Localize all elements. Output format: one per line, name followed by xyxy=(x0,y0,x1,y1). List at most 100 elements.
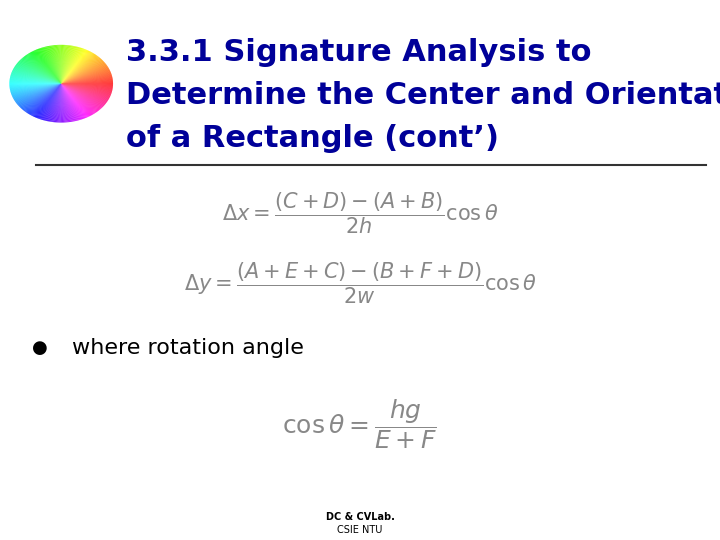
Wedge shape xyxy=(9,84,61,86)
Wedge shape xyxy=(61,78,112,84)
Wedge shape xyxy=(61,45,68,84)
Wedge shape xyxy=(31,84,61,116)
Wedge shape xyxy=(10,84,61,89)
Wedge shape xyxy=(40,84,61,119)
Wedge shape xyxy=(61,84,107,103)
Wedge shape xyxy=(19,84,61,107)
Wedge shape xyxy=(61,84,112,94)
Wedge shape xyxy=(10,84,61,90)
Wedge shape xyxy=(61,45,71,84)
Wedge shape xyxy=(61,48,81,84)
Wedge shape xyxy=(22,58,61,84)
Wedge shape xyxy=(61,48,83,84)
Wedge shape xyxy=(27,84,61,113)
Wedge shape xyxy=(10,76,61,84)
Wedge shape xyxy=(58,84,61,123)
Text: Determine the Center and Orientation: Determine the Center and Orientation xyxy=(126,81,720,110)
Wedge shape xyxy=(61,84,93,115)
Wedge shape xyxy=(12,72,61,84)
Wedge shape xyxy=(61,76,112,84)
Wedge shape xyxy=(55,84,61,123)
Wedge shape xyxy=(53,84,61,122)
Wedge shape xyxy=(14,84,61,99)
Wedge shape xyxy=(61,84,82,119)
Wedge shape xyxy=(55,84,61,123)
Wedge shape xyxy=(58,84,61,123)
Wedge shape xyxy=(25,84,61,112)
Wedge shape xyxy=(61,73,112,84)
Wedge shape xyxy=(61,49,84,84)
Wedge shape xyxy=(61,84,62,123)
Wedge shape xyxy=(9,84,61,89)
Wedge shape xyxy=(11,84,61,93)
Wedge shape xyxy=(11,73,61,84)
Wedge shape xyxy=(35,84,61,118)
Wedge shape xyxy=(61,77,112,84)
Wedge shape xyxy=(61,68,109,84)
Wedge shape xyxy=(61,84,71,122)
Wedge shape xyxy=(46,46,61,84)
Wedge shape xyxy=(31,52,61,84)
Wedge shape xyxy=(61,75,112,84)
Wedge shape xyxy=(61,84,100,110)
Wedge shape xyxy=(61,62,104,84)
Wedge shape xyxy=(61,46,75,84)
Wedge shape xyxy=(10,84,61,91)
Wedge shape xyxy=(61,84,113,86)
Wedge shape xyxy=(61,84,102,108)
Wedge shape xyxy=(14,66,61,84)
Wedge shape xyxy=(37,49,61,84)
Wedge shape xyxy=(61,84,104,106)
Wedge shape xyxy=(61,47,78,84)
Wedge shape xyxy=(61,84,110,97)
Wedge shape xyxy=(61,76,112,84)
Wedge shape xyxy=(30,84,61,115)
Text: where rotation angle: where rotation angle xyxy=(72,338,304,359)
Wedge shape xyxy=(61,50,88,84)
Wedge shape xyxy=(61,84,68,123)
Wedge shape xyxy=(61,84,67,123)
Wedge shape xyxy=(21,59,61,84)
Wedge shape xyxy=(61,59,102,84)
Wedge shape xyxy=(36,49,61,84)
Wedge shape xyxy=(17,84,61,104)
Wedge shape xyxy=(61,82,113,84)
Wedge shape xyxy=(16,64,61,84)
Wedge shape xyxy=(24,56,61,84)
Wedge shape xyxy=(14,84,61,101)
Wedge shape xyxy=(61,50,87,84)
Wedge shape xyxy=(61,46,73,84)
Wedge shape xyxy=(61,55,97,84)
Wedge shape xyxy=(9,80,61,84)
Wedge shape xyxy=(52,84,61,122)
Wedge shape xyxy=(9,84,61,87)
Wedge shape xyxy=(27,55,61,84)
Wedge shape xyxy=(17,84,61,105)
Wedge shape xyxy=(61,45,63,84)
Wedge shape xyxy=(61,52,91,84)
Wedge shape xyxy=(61,65,107,84)
Wedge shape xyxy=(35,84,61,117)
Wedge shape xyxy=(34,50,61,84)
Wedge shape xyxy=(61,84,111,95)
Wedge shape xyxy=(61,46,77,84)
Wedge shape xyxy=(11,75,61,84)
Wedge shape xyxy=(23,84,61,111)
Wedge shape xyxy=(61,84,72,122)
Text: $\Delta x = \dfrac{(C + D) - (A + B)}{2h}\cos\theta$: $\Delta x = \dfrac{(C + D) - (A + B)}{2h… xyxy=(222,191,498,236)
Wedge shape xyxy=(61,60,103,84)
Wedge shape xyxy=(30,52,61,84)
Wedge shape xyxy=(61,72,111,84)
Wedge shape xyxy=(12,72,61,84)
Wedge shape xyxy=(15,84,61,103)
Wedge shape xyxy=(19,84,61,106)
Wedge shape xyxy=(30,52,61,84)
Wedge shape xyxy=(61,83,113,84)
Wedge shape xyxy=(22,57,61,84)
Wedge shape xyxy=(13,84,61,98)
Wedge shape xyxy=(61,84,106,104)
Wedge shape xyxy=(9,84,61,85)
Wedge shape xyxy=(61,52,92,84)
Wedge shape xyxy=(49,84,61,122)
Wedge shape xyxy=(32,51,61,84)
